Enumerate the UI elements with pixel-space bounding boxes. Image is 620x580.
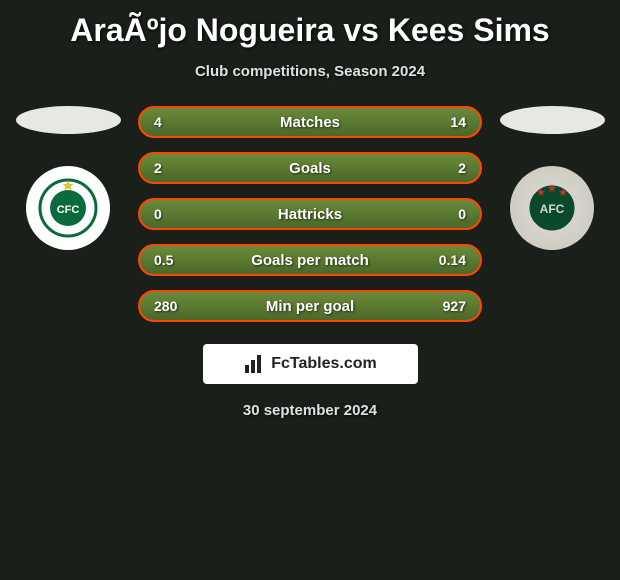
player-left-silhouette — [16, 106, 121, 134]
stat-right-value: 14 — [450, 114, 466, 130]
stat-row-goals-per-match: 0.5 Goals per match 0.14 — [138, 244, 482, 276]
footer-logo-text: FcTables.com — [271, 355, 377, 373]
stat-left-value: 0 — [154, 206, 162, 222]
stat-right-value: 927 — [443, 298, 466, 314]
page-title: AraÃºjo Nogueira vs Kees Sims — [0, 0, 620, 49]
footer-logo[interactable]: FcTables.com — [203, 344, 418, 384]
player-right-column: AFC — [492, 106, 612, 250]
stat-row-min-per-goal: 280 Min per goal 927 — [138, 290, 482, 322]
comparison-card: AraÃºjo Nogueira vs Kees Sims Club compe… — [0, 0, 620, 419]
stat-right-value: 0 — [458, 206, 466, 222]
main-area: CFC 4 Matches 14 2 Goals 2 0 Hattricks 0 — [0, 106, 620, 322]
coritiba-badge-icon: CFC — [38, 178, 98, 238]
stat-left-value: 2 — [154, 160, 162, 176]
player-right-silhouette — [500, 106, 605, 134]
player-left-column: CFC — [8, 106, 128, 250]
stat-label: Goals per match — [251, 252, 369, 269]
stat-row-matches: 4 Matches 14 — [138, 106, 482, 138]
club-badge-right: AFC — [510, 166, 594, 250]
stat-left-value: 0.5 — [154, 252, 173, 268]
stat-left-value: 280 — [154, 298, 177, 314]
stat-label: Hattricks — [278, 206, 342, 223]
footer-date: 30 september 2024 — [0, 402, 620, 419]
stat-row-hattricks: 0 Hattricks 0 — [138, 198, 482, 230]
stat-right-value: 0.14 — [439, 252, 466, 268]
stat-label: Matches — [280, 114, 340, 131]
stat-row-goals: 2 Goals 2 — [138, 152, 482, 184]
club-badge-left: CFC — [26, 166, 110, 250]
stat-label: Goals — [289, 160, 331, 177]
svg-text:AFC: AFC — [540, 202, 565, 216]
page-subtitle: Club competitions, Season 2024 — [0, 63, 620, 80]
america-mg-badge-icon: AFC — [525, 181, 579, 235]
stat-right-value: 2 — [458, 160, 466, 176]
stat-left-value: 4 — [154, 114, 162, 130]
stat-label: Min per goal — [266, 298, 354, 315]
bar-chart-icon — [243, 353, 265, 375]
svg-text:CFC: CFC — [57, 204, 80, 216]
stats-column: 4 Matches 14 2 Goals 2 0 Hattricks 0 0.5… — [128, 106, 492, 322]
